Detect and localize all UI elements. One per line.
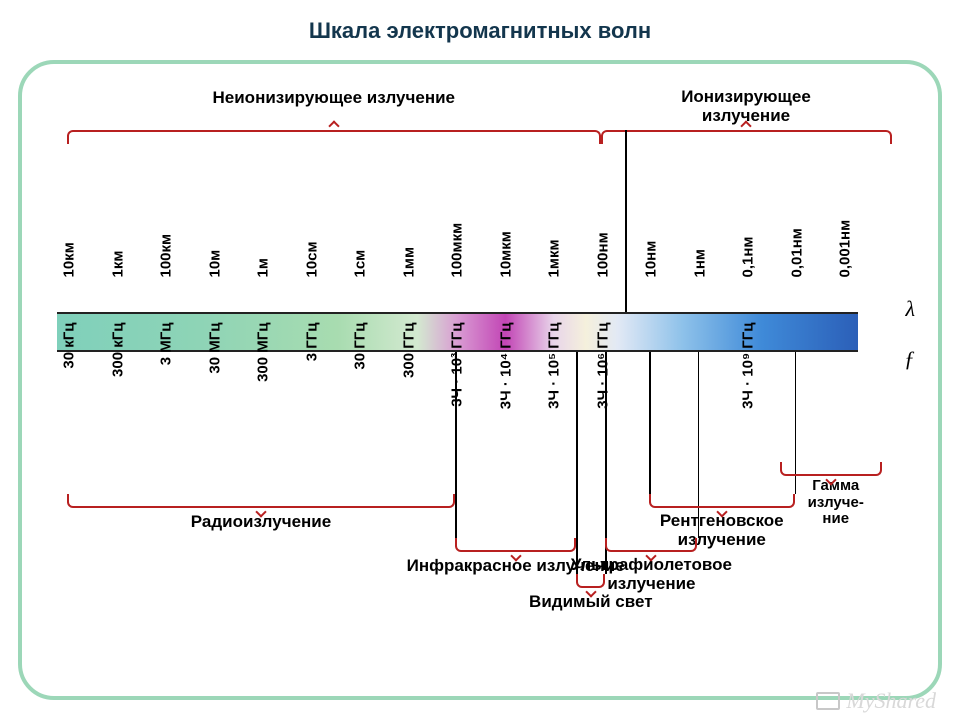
category-tick-line — [455, 352, 457, 538]
wavelength-tick: 10см — [303, 198, 320, 278]
category-tick-line — [649, 352, 651, 494]
wavelength-tick: 10мкм — [497, 198, 514, 278]
lambda-symbol: λ — [905, 296, 915, 322]
wavelength-tick: 1м — [255, 198, 272, 278]
spectrum-panel: λ ƒ Неионизирующее излучение Ионизирующе… — [18, 60, 942, 700]
wavelength-tick: 1км — [109, 198, 126, 278]
frequency-tick: 30 кГц — [61, 323, 78, 443]
projector-icon — [816, 692, 840, 710]
frequency-tick: 300 кГц — [109, 323, 126, 443]
wavelength-tick: 100км — [158, 198, 175, 278]
wavelength-tick: 100мкм — [449, 198, 466, 278]
frequency-symbol: ƒ — [904, 346, 915, 372]
wavelength-tick: 1см — [352, 198, 369, 278]
frequency-tick: 30 МГц — [206, 323, 223, 443]
frequency-tick: 3Ч · 10³ ГГц — [449, 323, 466, 443]
category-bracket — [67, 130, 601, 144]
wavelength-tick: 1мкм — [546, 198, 563, 278]
frequency-tick: 300 ГГц — [400, 323, 417, 443]
wavelength-tick: 0,001нм — [837, 198, 854, 278]
category-ultraviolet: Ультрафиолетовое излучение — [531, 556, 771, 593]
wavelength-tick: 1мм — [400, 198, 417, 278]
frequency-tick: 3Ч · 10⁶ ГГц — [594, 323, 611, 443]
ionizing-divider — [625, 130, 627, 312]
category-tick-line — [698, 352, 700, 538]
category-non-ionizing: Неионизирующее излучение — [204, 88, 464, 108]
wavelength-tick: 10нм — [643, 198, 660, 278]
wavelength-tick: 10м — [206, 198, 223, 278]
frequency-tick: 3 МГц — [158, 323, 175, 443]
wavelength-tick: 100нм — [594, 198, 611, 278]
page-title: Шкала электромагнитных волн — [0, 0, 960, 54]
wavelength-tick: 10км — [61, 198, 78, 278]
frequency-tick: 30 ГГц — [352, 323, 369, 443]
category-tick-line — [605, 352, 607, 538]
watermark: MyShared — [846, 688, 936, 714]
wavelength-tick: 1нм — [691, 198, 708, 278]
category-tick-line — [576, 352, 578, 574]
wavelength-tick: 0,1нм — [740, 198, 757, 278]
frequency-tick: 3Ч · 10⁵ ГГц — [546, 323, 563, 443]
wavelength-tick: 0,01нм — [788, 198, 805, 278]
frequency-tick: 3 ГГц — [303, 323, 320, 443]
category-bracket — [601, 130, 892, 144]
frequency-tick: 300 МГц — [255, 323, 272, 443]
frequency-tick: 3Ч · 10⁹ ГГц — [740, 323, 757, 443]
frequency-tick: 3Ч · 10⁴ ГГц — [497, 323, 514, 443]
